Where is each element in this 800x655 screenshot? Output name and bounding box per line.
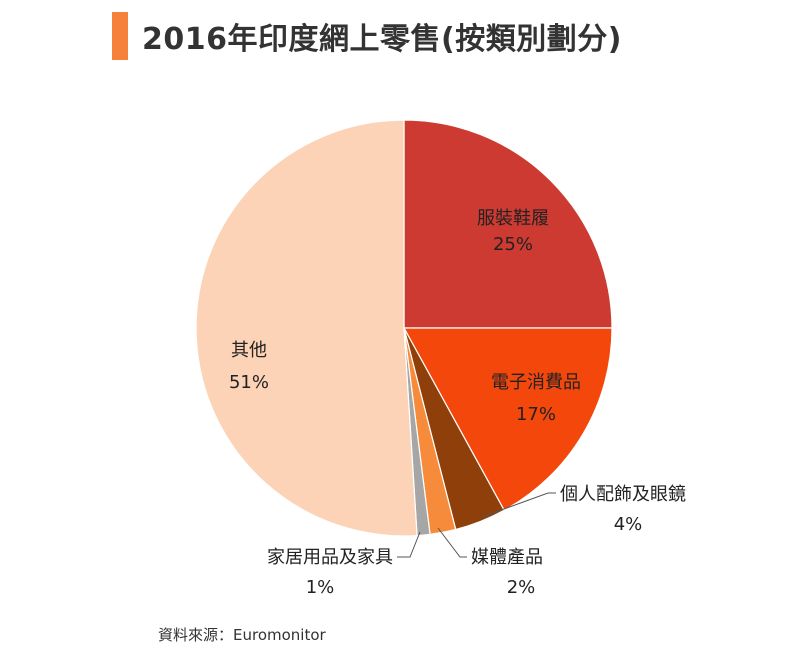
leader-line-3 [437,527,467,558]
leader-lines [397,492,556,558]
slice-value-label-4: 1% [306,577,335,598]
slice-name-label-5: 其他 [231,340,267,361]
slice-name-label-3: 媒體產品 [471,547,543,568]
slice-5 [195,119,418,537]
leader-line-2 [481,492,556,518]
slice-value-label-5: 51% [229,372,269,393]
slice-value-label-2: 4% [614,514,643,535]
slice-value-label-3: 2% [507,577,536,598]
slice-0 [403,119,613,329]
slice-value-label-0: 25% [493,234,533,255]
slice-labels: 服裝鞋履 25% 電子消費品 17% 個人配飾及眼鏡 4% 媒體產品 2% 家居用品及家具 1% 其… [229,208,686,598]
pie-slices [195,119,613,537]
slice-name-label-4: 家居用品及家具 [267,547,393,568]
slice-name-label-0: 服裝鞋履 [477,208,549,229]
leader-line-4 [397,531,421,558]
slice-name-label-2: 個人配飾及眼鏡 [560,484,686,505]
title-accent-bar [112,12,128,60]
source-note: 資料來源：Euromonitor [158,626,326,644]
slice-1 [402,327,613,512]
slice-value-label-1: 17% [516,404,556,425]
slice-name-label-1: 電子消費品 [491,372,581,393]
chart-title: 2016年印度網上零售(按類別劃分) [142,22,622,57]
